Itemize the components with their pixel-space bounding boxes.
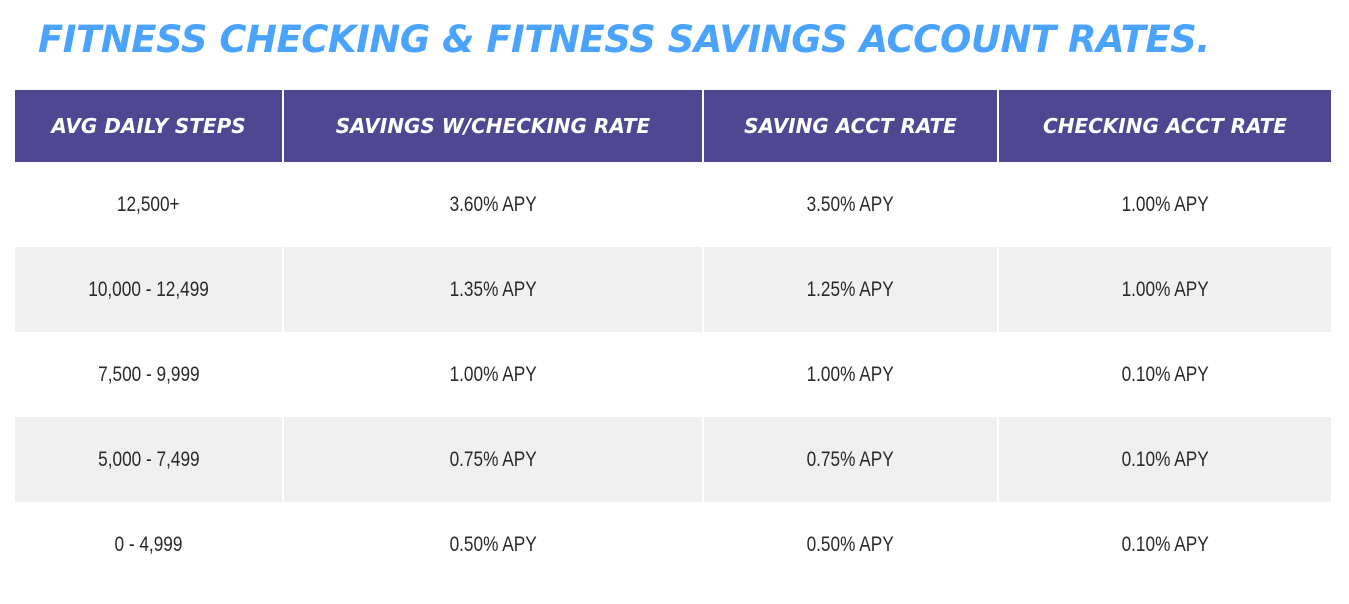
cell-text: 5,000 - 7,499	[97, 447, 200, 471]
checking-acct-rate-cell: 0.10% APY	[997, 502, 1331, 587]
column-header-checking-acct-rate: CHECKING ACCT RATE	[997, 90, 1331, 162]
cell-text: 0.50% APY	[449, 532, 537, 556]
cell-text: 0.75% APY	[449, 447, 537, 471]
cell-text: 1.00% APY	[1121, 192, 1209, 216]
column-header-avg-daily-steps: AVG DAILY STEPS	[15, 90, 283, 162]
saving-acct-rate-cell: 0.50% APY	[702, 502, 998, 587]
savings-with-checking-rate-cell: 0.75% APY	[282, 417, 703, 502]
table-row: 10,000 - 12,499 1.35% APY 1.25% APY 1.00…	[15, 247, 1331, 332]
column-header-saving-acct-rate: SAVING ACCT RATE	[702, 90, 998, 162]
table-row: 0 - 4,999 0.50% APY 0.50% APY 0.10% APY	[15, 502, 1331, 587]
cell-text: 1.00% APY	[1121, 277, 1209, 301]
checking-acct-rate-cell: 1.00% APY	[997, 247, 1331, 332]
page-title: FITNESS CHECKING & FITNESS SAVINGS ACCOU…	[38, 18, 1210, 61]
cell-text: 1.00% APY	[806, 362, 895, 386]
steps-cell: 0 - 4,999	[15, 502, 283, 587]
cell-text: 1.25% APY	[806, 277, 895, 301]
cell-text: 1.00% APY	[449, 362, 537, 386]
savings-with-checking-rate-cell: 0.50% APY	[282, 502, 703, 587]
cell-text: 0.10% APY	[1121, 532, 1209, 556]
table-row: 5,000 - 7,499 0.75% APY 0.75% APY 0.10% …	[15, 417, 1331, 502]
saving-acct-rate-cell: 0.75% APY	[702, 417, 998, 502]
steps-cell: 5,000 - 7,499	[15, 417, 283, 502]
savings-with-checking-rate-cell: 1.35% APY	[282, 247, 703, 332]
cell-text: 3.60% APY	[449, 192, 537, 216]
header-row: AVG DAILY STEPS SAVINGS W/CHECKING RATE …	[15, 90, 1331, 162]
checking-acct-rate-cell: 0.10% APY	[997, 417, 1331, 502]
cell-text: 3.50% APY	[806, 192, 895, 216]
saving-acct-rate-cell: 1.25% APY	[702, 247, 998, 332]
steps-cell: 12,500+	[15, 162, 283, 247]
saving-acct-rate-cell: 3.50% APY	[702, 162, 998, 247]
cell-text: 0 - 4,999	[114, 532, 183, 556]
column-header-savings-with-checking-rate: SAVINGS W/CHECKING RATE	[282, 90, 703, 162]
table-row: 7,500 - 9,999 1.00% APY 1.00% APY 0.10% …	[15, 332, 1331, 417]
saving-acct-rate-cell: 1.00% APY	[702, 332, 998, 417]
rates-table: AVG DAILY STEPS SAVINGS W/CHECKING RATE …	[15, 90, 1331, 587]
cell-text: 0.75% APY	[806, 447, 895, 471]
table-header: AVG DAILY STEPS SAVINGS W/CHECKING RATE …	[15, 90, 1331, 162]
cell-text: 0.50% APY	[806, 532, 895, 556]
cell-text: 10,000 - 12,499	[88, 277, 209, 301]
checking-acct-rate-cell: 1.00% APY	[997, 162, 1331, 247]
table-row: 12,500+ 3.60% APY 3.50% APY 1.00% APY	[15, 162, 1331, 247]
cell-text: 1.35% APY	[449, 277, 537, 301]
steps-cell: 10,000 - 12,499	[15, 247, 283, 332]
table-body: 12,500+ 3.60% APY 3.50% APY 1.00% APY 10…	[15, 162, 1331, 587]
checking-acct-rate-cell: 0.10% APY	[997, 332, 1331, 417]
cell-text: 7,500 - 9,999	[97, 362, 200, 386]
cell-text: 12,500+	[117, 192, 180, 216]
savings-with-checking-rate-cell: 3.60% APY	[282, 162, 703, 247]
steps-cell: 7,500 - 9,999	[15, 332, 283, 417]
cell-text: 0.10% APY	[1121, 447, 1209, 471]
cell-text: 0.10% APY	[1121, 362, 1209, 386]
savings-with-checking-rate-cell: 1.00% APY	[282, 332, 703, 417]
